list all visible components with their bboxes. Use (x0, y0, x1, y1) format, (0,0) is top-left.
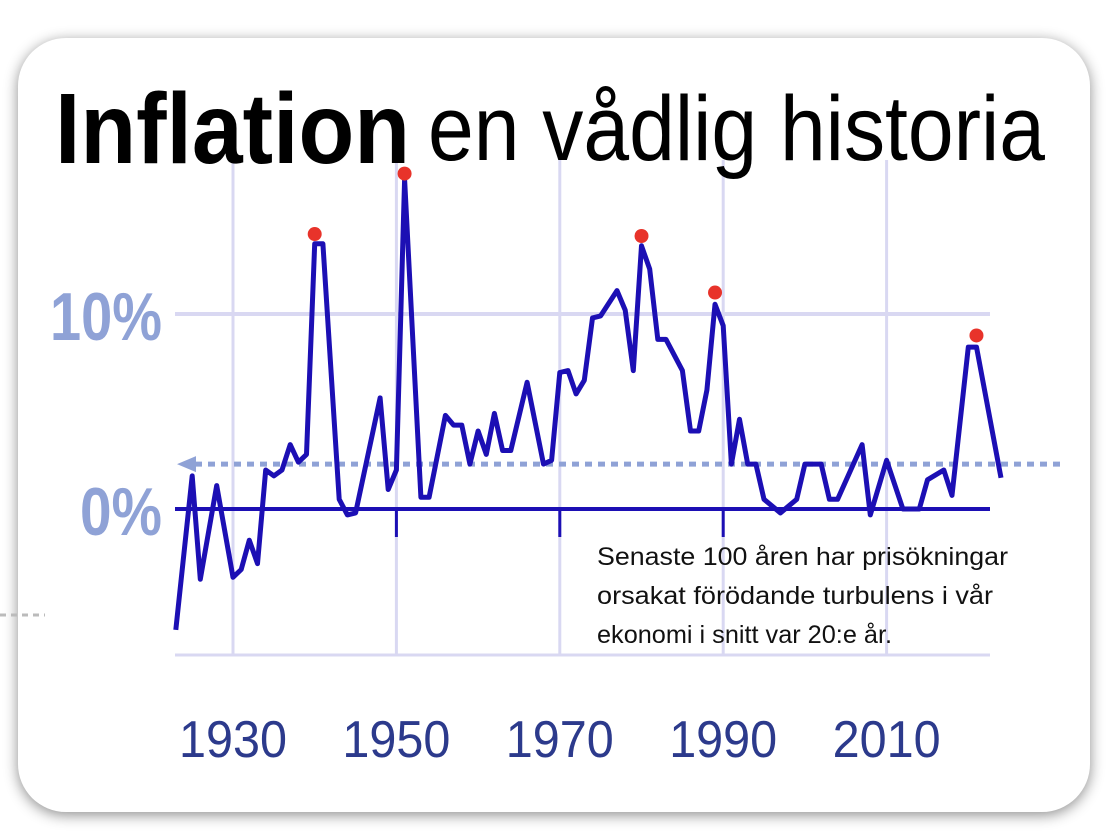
annotation-line-1: Senaste 100 åren har prisökningar (597, 543, 1008, 571)
inflation-series-line (173, 177, 1004, 631)
peak-marker (969, 328, 984, 343)
x-tick-label: 1970 (506, 711, 614, 769)
average-arrow-icon (177, 456, 196, 473)
x-tick-label: 1930 (179, 711, 287, 769)
peak-marker (708, 285, 723, 300)
title-rest: en vådlig historia (428, 78, 1046, 180)
x-tick-label: 2010 (833, 711, 941, 769)
peak-markers (307, 166, 984, 343)
peak-marker (397, 166, 412, 181)
peak-marker (634, 229, 649, 243)
annotation-line-3: ekonomi i snitt var 20:e år. (597, 621, 892, 649)
axes (175, 507, 990, 537)
peak-marker (307, 227, 322, 242)
x-tick-labels: 1930 1950 1970 1990 2010 (179, 711, 941, 769)
title-bold: Inflation (55, 73, 410, 185)
y-tick-labels: 10% 0% (50, 279, 162, 550)
x-tick-label: 1950 (342, 711, 450, 769)
grid (175, 160, 990, 657)
x-tick-label: 1990 (669, 711, 777, 769)
y-tick-label: 10% (50, 279, 162, 355)
y-tick-label: 0% (80, 474, 162, 550)
annotation-line-2: orsakat förödande turbulens i vår (597, 582, 993, 610)
